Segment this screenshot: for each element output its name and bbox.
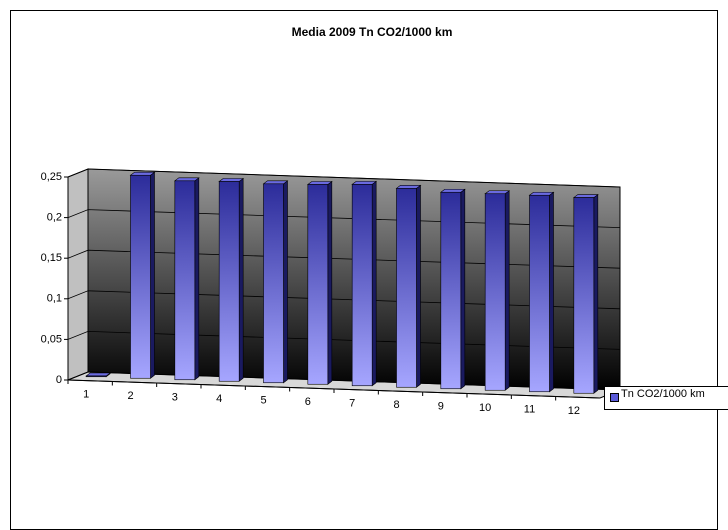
bar [440,191,462,390]
bar [85,375,107,378]
grid-line [67,168,621,188]
bar [396,188,417,388]
legend-swatch [610,393,619,402]
x-tick-label: 10 [479,402,491,414]
x-tick-label: 4 [216,393,222,405]
y-tick-label: 0,05 [41,333,62,345]
bar-side [283,180,288,384]
bar-top [218,178,245,182]
bar-top [262,180,289,185]
bar-side [549,191,554,393]
y-tick-label: 0,15 [41,252,62,264]
x-tick-label: 9 [438,401,444,413]
y-tick-label: 0,1 [47,293,62,305]
bar-side [327,180,333,385]
x-tick-label: 7 [349,398,355,410]
bar-side [238,177,244,382]
bar [573,197,595,394]
y-tick-label: 0,2 [47,212,62,224]
x-tick-label: 2 [127,390,133,402]
bar-top [528,191,555,196]
bar-side [150,171,155,379]
x-tick-label: 11 [524,404,535,416]
x-tick-label: 8 [393,399,399,411]
page: Media 2009 Tn CO2/1000 km 0 0,05 0,1 0,15 0,… [10,10,728,530]
bar-top [173,177,200,182]
bar [218,181,240,382]
chart-title: Media 2009 Tn CO2/1000 km [292,25,453,39]
y-tick-label: 0 [56,374,62,386]
chart: Media 2009 Tn CO2/1000 km 0 0,05 0,1 0,15 0,… [41,25,621,417]
bar [307,184,329,385]
y-tick-label: 0,25 [41,171,62,183]
bar-top [85,372,112,377]
bar-top [306,181,333,185]
bar [484,193,506,391]
bar [529,194,550,393]
x-tick-label: 6 [305,396,311,408]
legend-label: Tn CO2/1000 km [621,388,705,400]
bar [351,184,373,387]
x-tick-label: 5 [260,395,266,407]
bar [263,183,284,384]
bar-top [484,190,511,195]
bar-side [593,193,599,394]
bar-top [439,188,466,193]
bar-top [395,185,422,189]
x-tick-label: 12 [568,405,580,417]
bar-top [351,181,378,185]
bar-top [129,171,156,176]
bar-side [504,190,510,391]
x-tick-label: 3 [172,392,178,404]
side-wall [67,168,89,381]
x-tick-label: 1 [83,389,89,401]
bar-side [460,188,466,390]
legend: Tn CO2/1000 km [604,386,728,410]
bar-side [194,177,200,381]
bar [174,180,196,381]
bar-side [371,180,377,387]
bar-side [416,184,421,388]
bar [130,174,151,379]
bar-top [572,194,599,198]
